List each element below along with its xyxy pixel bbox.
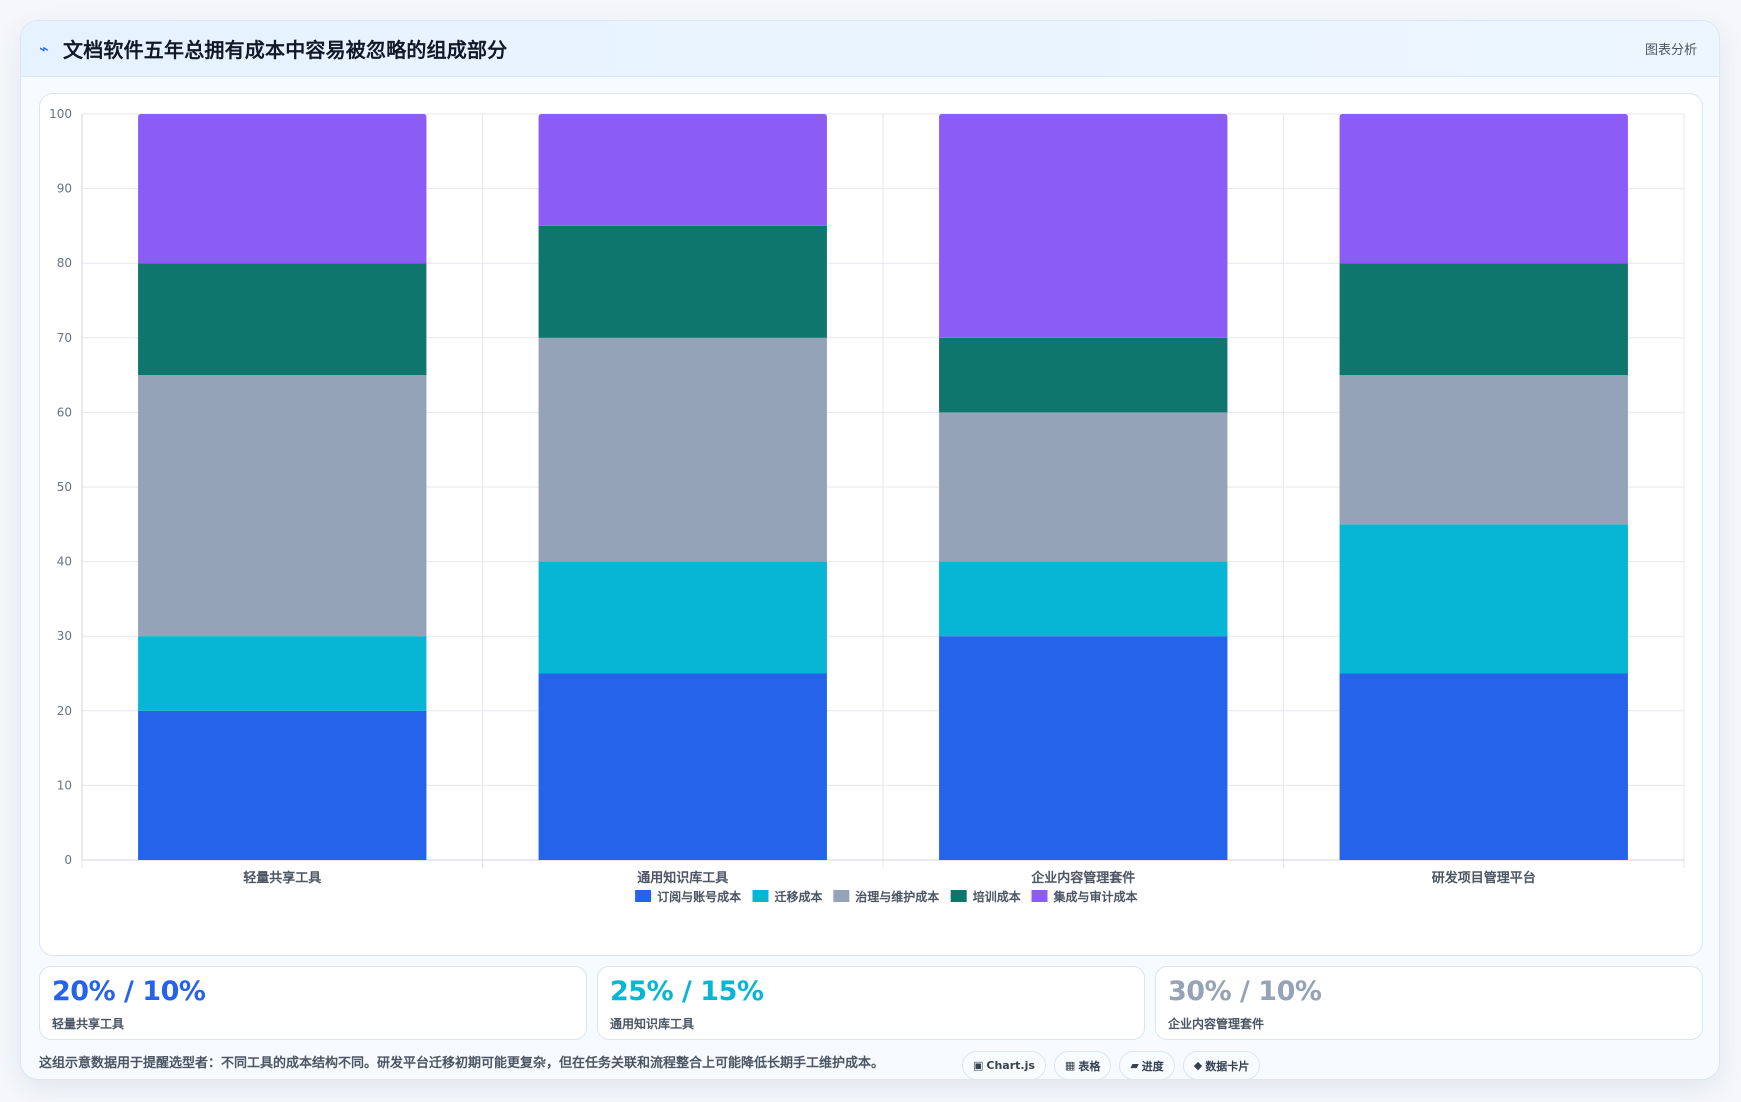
diamond-icon: ◆: [1193, 1059, 1203, 1072]
metric-value: 30% / 10%: [1168, 976, 1322, 1007]
chart-icon: ▣: [973, 1059, 984, 1072]
tag-label: 表格: [1078, 1059, 1101, 1073]
legend-swatch: [950, 890, 967, 902]
bar-segment: [1339, 114, 1628, 264]
y-tick-label: 60: [57, 405, 72, 419]
metric-card-knowledge-base: 25% / 15% 通用知识库工具: [597, 966, 1145, 1040]
chart-card: ⌁ 文档软件五年总拥有成本中容易被忽略的组成部分 图表分析 0 10 20 30 40 5…: [20, 20, 1720, 1080]
stacked-bar-chart: 0 10 20 30 40 50 60 70 80 90 100 轻量共享工具 通用知识库工具 企业内容管…: [49, 107, 1685, 904]
bar-segment: [1339, 375, 1628, 525]
bar-segment: [138, 710, 427, 860]
bar-segment: [538, 561, 827, 674]
metric-card-light-share: 20% / 10% 轻量共享工具: [39, 966, 587, 1040]
bar-segment: [538, 225, 827, 338]
legend-swatch: [1031, 890, 1048, 902]
tag-label: 数据卡片: [1205, 1059, 1250, 1073]
chart-analysis-label: 图表分析: [1644, 43, 1697, 58]
data-card-tag[interactable]: ◆ 数据卡片: [1182, 1051, 1261, 1079]
x-tick-label: 通用知识库工具: [637, 870, 728, 886]
legend-label: 集成与审计成本: [1053, 889, 1138, 904]
y-tick-label: 40: [57, 555, 72, 569]
metric-label: 轻量共享工具: [52, 1016, 125, 1031]
legend-swatch: [833, 890, 850, 902]
metric-label: 企业内容管理套件: [1168, 1016, 1265, 1031]
legend-label: 培训成本: [973, 889, 1021, 904]
legend-label: 治理与维护成本: [855, 889, 939, 904]
metric-label: 通用知识库工具: [610, 1016, 695, 1031]
bar-segment: [939, 114, 1228, 338]
y-tick-label: 80: [57, 256, 72, 270]
progress-tag[interactable]: ▰ 进度: [1119, 1051, 1175, 1079]
bar-segment: [538, 337, 827, 562]
progress-icon: ▰: [1130, 1059, 1139, 1072]
y-tick-label: 20: [57, 704, 72, 718]
x-tick-label: 企业内容管理套件: [1030, 870, 1135, 886]
x-tick-label: 轻量共享工具: [243, 870, 321, 886]
bar-segment: [538, 114, 827, 226]
bar-segment: [939, 412, 1228, 562]
y-tick-label: 10: [57, 778, 72, 792]
bar-segment: [138, 636, 427, 711]
bar-segment: [138, 114, 427, 264]
metric-value: 25% / 15%: [610, 976, 764, 1007]
legend-swatch: [752, 890, 769, 902]
bar-segment: [939, 636, 1228, 860]
tag-label: 进度: [1141, 1059, 1164, 1073]
bar-segment: [138, 375, 427, 637]
metric-value: 20% / 10%: [52, 976, 206, 1007]
y-tick-label: 70: [57, 331, 72, 345]
legend-label: 订阅与账号成本: [657, 889, 741, 904]
y-tick-label: 0: [64, 853, 72, 867]
bar-segment: [939, 337, 1228, 413]
bar-segment: [1339, 263, 1628, 376]
chart-note: 这组示意数据用于提醒选型者：不同工具的成本结构不同。研发平台迁移初期可能更复杂，…: [39, 1056, 885, 1071]
y-tick-label: 30: [57, 629, 72, 643]
x-tick-label: 研发项目管理平台: [1432, 870, 1536, 886]
bar-segment: [538, 673, 827, 860]
legend-swatch: [635, 890, 652, 902]
table-tag[interactable]: ▦ 表格: [1053, 1051, 1112, 1079]
lightning-icon: ⌁: [39, 38, 49, 58]
bar-segment: [939, 561, 1228, 637]
chartjs-tag[interactable]: ▣ Chart.js: [962, 1051, 1046, 1079]
legend-label: 迁移成本: [775, 889, 823, 904]
page-title: 文档软件五年总拥有成本中容易被忽略的组成部分: [63, 38, 508, 62]
card-header: ⌁ 文档软件五年总拥有成本中容易被忽略的组成部分 图表分析: [21, 21, 1719, 77]
feature-tags: ▣ Chart.js ▦ 表格 ▰ 进度 ◆ 数据卡片: [962, 1051, 1261, 1079]
metric-card-enterprise-suite: 30% / 10% 企业内容管理套件: [1155, 966, 1703, 1040]
table-icon: ▦: [1064, 1059, 1076, 1072]
y-tick-label: 50: [57, 480, 72, 494]
bar-segment: [1339, 673, 1628, 860]
bar-segment: [138, 263, 427, 376]
chart-panel: 0 10 20 30 40 50 60 70 80 90 100 轻量共享工具 通用知识库工具 企业内容管…: [39, 93, 1703, 956]
y-tick-label: 100: [49, 107, 72, 121]
bar-segment: [1339, 524, 1628, 674]
tag-label: Chart.js: [986, 1059, 1035, 1072]
y-tick-label: 90: [57, 182, 72, 196]
